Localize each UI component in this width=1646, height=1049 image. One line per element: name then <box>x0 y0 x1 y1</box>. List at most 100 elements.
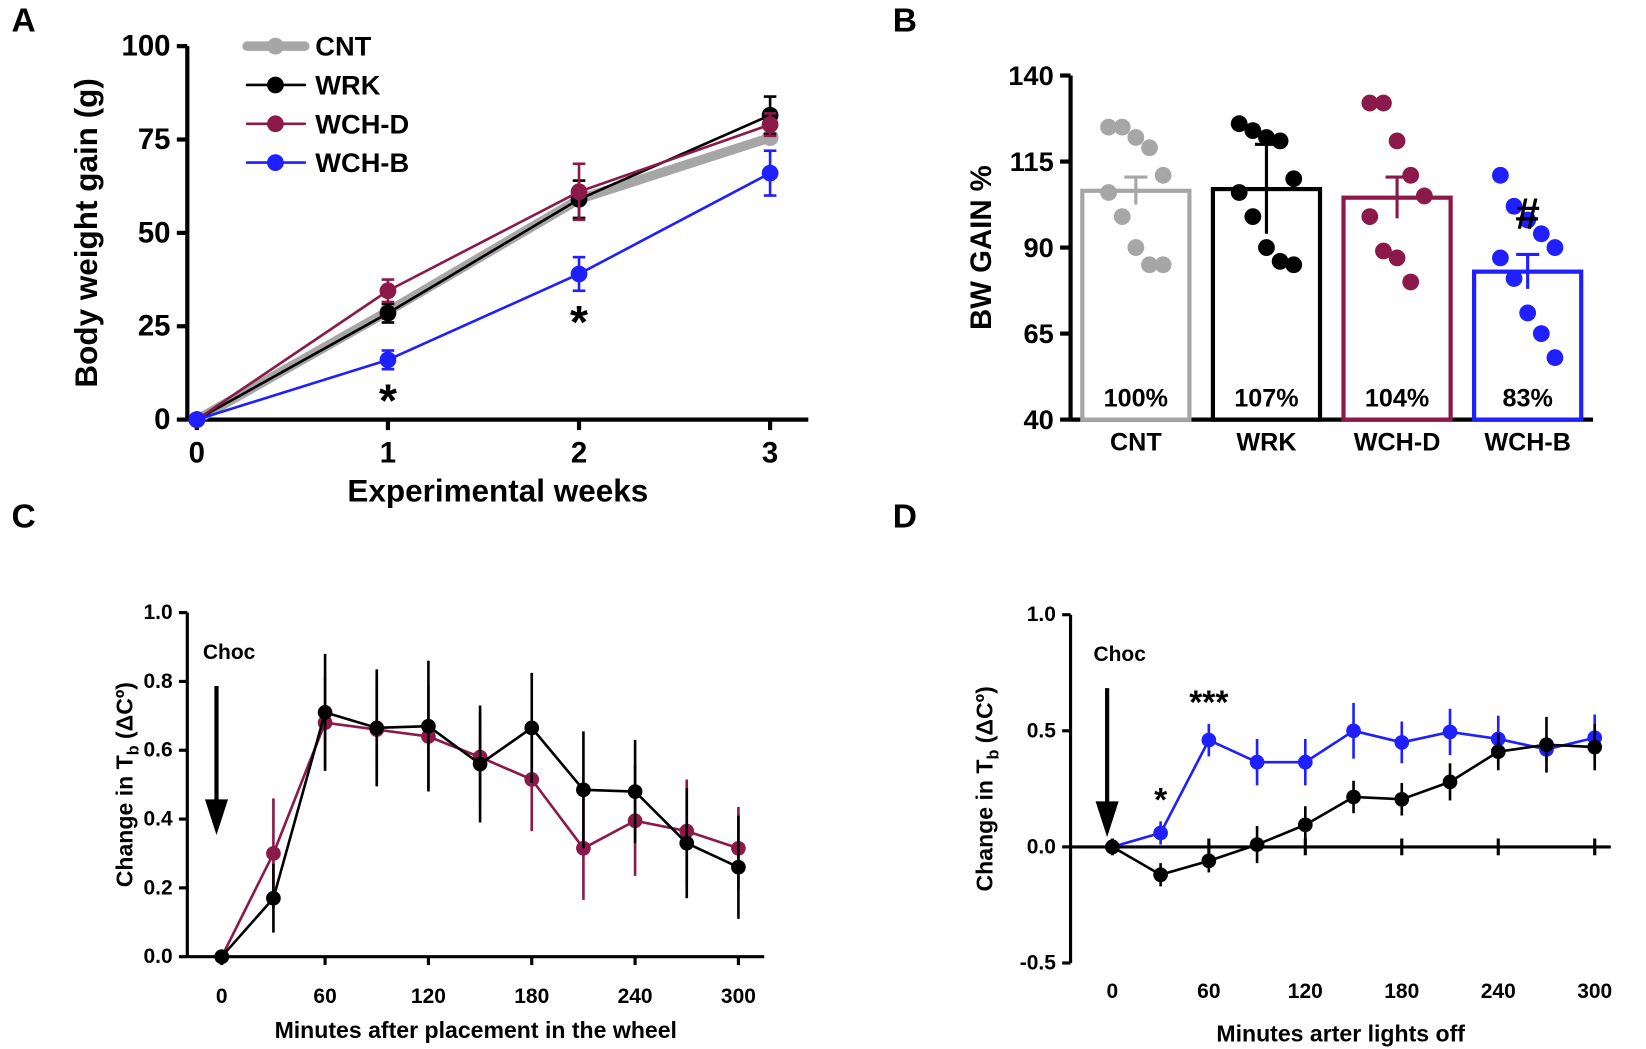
legend-label: CNT <box>315 31 371 62</box>
marker <box>379 282 397 300</box>
data-point <box>1154 256 1172 274</box>
panel-letter: A <box>12 2 36 39</box>
data-point <box>1361 94 1379 112</box>
data-point <box>1100 118 1117 136</box>
marker <box>1153 867 1168 883</box>
series-line <box>195 123 772 421</box>
data-point <box>1361 208 1379 225</box>
bar-label: 100% <box>1104 385 1168 413</box>
marker <box>266 846 281 861</box>
bar <box>1472 269 1584 422</box>
x-tick-label: 3 <box>762 437 778 470</box>
marker <box>1297 754 1313 770</box>
legend-marker <box>267 154 284 171</box>
arrow-head <box>1095 801 1119 838</box>
data-point <box>1285 170 1303 188</box>
x-axis-title: Experimental weeks <box>347 473 648 508</box>
x-tick-label: 60 <box>1197 980 1220 1003</box>
data-point <box>1141 256 1158 274</box>
y-axis-title: Body weight gain (g) <box>69 78 104 387</box>
y-tick-label: 75 <box>138 123 171 156</box>
marker <box>472 756 488 772</box>
bar <box>1080 188 1192 422</box>
marker <box>1346 789 1361 805</box>
y-axis-title-part: (ΔCº) <box>972 686 998 749</box>
y-axis-title-part: Change in T <box>972 760 998 892</box>
bar-label: 104% <box>1365 385 1429 413</box>
y-tick-label: 1.0 <box>1027 603 1056 626</box>
panel-letter: C <box>12 499 36 536</box>
marker <box>576 782 591 798</box>
marker <box>679 835 695 851</box>
data-point <box>1546 239 1564 256</box>
x-tick-label: 180 <box>514 985 549 1008</box>
annotation: * <box>1154 782 1168 819</box>
series-line <box>195 171 772 421</box>
bar <box>1341 195 1453 422</box>
marker <box>1490 744 1506 760</box>
data-point <box>1258 239 1275 256</box>
data-point <box>1415 187 1433 205</box>
legend-marker <box>267 115 284 133</box>
data-point <box>1244 208 1262 225</box>
y-tick-label: 140 <box>1008 60 1053 91</box>
data-point <box>1388 249 1406 267</box>
marker <box>761 116 779 133</box>
x-tick-label: 120 <box>411 985 446 1008</box>
data-point <box>1402 273 1420 291</box>
annotation: Choc <box>1093 643 1146 666</box>
marker <box>1249 837 1265 852</box>
marker <box>1587 739 1603 755</box>
arrow-head <box>204 799 229 836</box>
data-point <box>1388 132 1406 150</box>
y-tick-label: 0.4 <box>143 808 172 831</box>
x-tick-label: 2 <box>571 437 587 470</box>
marker <box>1442 774 1458 790</box>
data-point <box>1258 129 1275 146</box>
marker <box>266 890 281 906</box>
marker <box>570 265 588 283</box>
y-tick-label: 65 <box>1023 318 1053 349</box>
y-tick-label: 0.2 <box>143 876 172 899</box>
data-point <box>1491 166 1509 184</box>
bar-label: 83% <box>1502 385 1552 413</box>
marker <box>379 304 397 322</box>
y-tick-label: 90 <box>1023 232 1053 263</box>
x-axis-title: Minutes after placement in the wheel <box>275 1017 677 1043</box>
data-point <box>1532 225 1550 243</box>
data-point <box>1532 325 1550 342</box>
marker <box>1201 853 1217 869</box>
annotation: * <box>570 296 588 348</box>
x-tick-label: WCH-B <box>1484 429 1571 457</box>
marker <box>627 784 643 799</box>
x-tick-label: WCH-D <box>1354 429 1441 457</box>
y-tick-label: 0.5 <box>1027 719 1056 742</box>
bar-label: 107% <box>1234 385 1298 413</box>
annotation: * <box>379 375 397 427</box>
data-point <box>1505 270 1523 287</box>
y-tick-label: 40 <box>1023 404 1053 435</box>
marker <box>379 351 397 369</box>
marker <box>1394 791 1410 807</box>
y-axis-title-part: b <box>985 750 1003 760</box>
marker <box>1394 735 1410 750</box>
data-point <box>1154 166 1172 184</box>
annotation: Choc <box>203 641 256 664</box>
marker <box>1105 839 1120 855</box>
data-point <box>1375 242 1392 260</box>
legend-marker <box>267 37 284 55</box>
x-tick-label: 240 <box>618 985 653 1008</box>
marker <box>1153 825 1168 841</box>
y-tick-label: 0.0 <box>1027 835 1056 858</box>
series-line <box>192 132 775 425</box>
x-tick-label: 120 <box>1288 980 1323 1003</box>
data-point <box>1141 139 1158 157</box>
marker <box>731 859 746 875</box>
y-tick-label: 0 <box>154 403 170 436</box>
marker <box>1442 724 1458 740</box>
marker <box>524 720 540 736</box>
marker <box>761 164 779 182</box>
y-tick-label: 50 <box>138 216 171 249</box>
data-point <box>1271 252 1289 270</box>
